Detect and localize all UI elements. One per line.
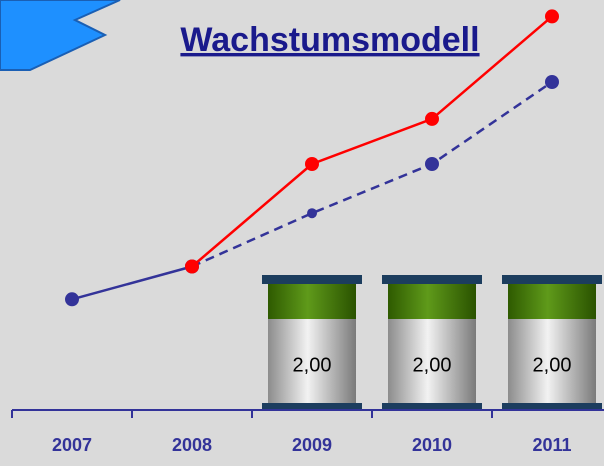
- barrel-top: [262, 275, 362, 284]
- x-tick-label: 2008: [172, 435, 212, 455]
- barrel-band: [388, 283, 476, 319]
- barrel-bottom: [382, 403, 482, 411]
- barrel-label: 2,00: [413, 354, 452, 376]
- barrel-band: [508, 283, 596, 319]
- x-tick-label: 2011: [532, 435, 571, 455]
- barrel-label: 2,00: [293, 354, 332, 376]
- point: [545, 9, 559, 24]
- barrel-bottom: [502, 403, 602, 411]
- line: [71, 265, 193, 301]
- x-tick-label: 2010: [412, 435, 452, 455]
- barrel-bottom: [262, 403, 362, 411]
- point: [425, 157, 439, 171]
- point: [185, 259, 199, 274]
- point: [307, 208, 317, 219]
- barrel-body: [508, 318, 596, 406]
- chart-title: Wachstumsmodell: [180, 21, 479, 59]
- barrel-body: [388, 318, 476, 406]
- line: [191, 15, 553, 268]
- barrel-label: 2,00: [533, 354, 572, 376]
- point: [305, 157, 319, 171]
- point: [65, 292, 79, 307]
- barrel-top: [502, 275, 602, 284]
- x-tick-label: 2007: [52, 435, 92, 455]
- barrel-body: [268, 318, 356, 406]
- line-dashed: [191, 80, 553, 268]
- point: [425, 111, 439, 126]
- barrel-band: [268, 283, 356, 319]
- barrel-top: [382, 275, 482, 284]
- corner-arrow: [0, 0, 121, 71]
- x-tick-label: 2009: [292, 435, 332, 455]
- point: [545, 75, 559, 89]
